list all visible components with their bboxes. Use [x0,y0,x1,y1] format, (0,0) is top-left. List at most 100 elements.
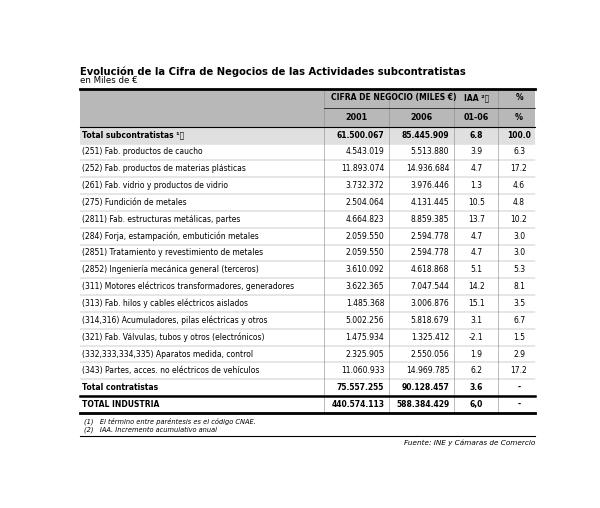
Bar [80,89,535,108]
Text: 11.893.074: 11.893.074 [341,164,384,173]
Text: 6.2: 6.2 [470,366,482,375]
Text: 2.594.778: 2.594.778 [410,232,449,241]
Text: Fuente: INE y Cámaras de Comercio: Fuente: INE y Cámaras de Comercio [404,439,535,446]
Text: %: % [515,113,523,122]
Text: 11.060.933: 11.060.933 [341,366,384,375]
Text: 3.6: 3.6 [470,383,483,392]
Text: 17.2: 17.2 [511,366,527,375]
Text: Total subcontratistas ¹⧸: Total subcontratistas ¹⧸ [82,131,184,140]
Text: 440.574.113: 440.574.113 [331,400,384,409]
Text: 5.818.679: 5.818.679 [411,316,449,325]
Text: 4.7: 4.7 [470,232,482,241]
Text: (2851) Tratamiento y revestimiento de metales: (2851) Tratamiento y revestimiento de me… [82,248,263,258]
Text: 4.543.019: 4.543.019 [346,147,384,156]
Text: 2.594.778: 2.594.778 [410,248,449,258]
Text: -: - [518,400,521,409]
Text: 2.550.056: 2.550.056 [410,350,449,359]
Text: (332,333,334,335) Aparatos medida, control: (332,333,334,335) Aparatos medida, contr… [82,350,253,359]
Text: 15.1: 15.1 [468,299,485,308]
Text: 61.500.067: 61.500.067 [337,131,384,140]
Text: 3.0: 3.0 [513,248,525,258]
Text: 8.859.385: 8.859.385 [411,215,449,224]
Bar [80,108,535,126]
Text: (275) Fundición de metales: (275) Fundición de metales [82,198,187,207]
Text: 13.7: 13.7 [468,215,485,224]
Text: (313) Fab. hilos y cables eléctricos aislados: (313) Fab. hilos y cables eléctricos ais… [82,299,248,308]
Text: 4.8: 4.8 [513,198,525,207]
Text: (321) Fab. Válvulas, tubos y otros (electrónicos): (321) Fab. Válvulas, tubos y otros (elec… [82,332,265,342]
Text: 7.047.544: 7.047.544 [410,282,449,291]
Text: 3.622.365: 3.622.365 [346,282,384,291]
Text: (314,316) Acumuladores, pilas eléctricas y otros: (314,316) Acumuladores, pilas eléctricas… [82,315,268,325]
Text: 5.3: 5.3 [513,265,525,274]
Text: 14.969.785: 14.969.785 [406,366,449,375]
Text: 2.9: 2.9 [513,350,525,359]
Text: (252) Fab. productos de materias plásticas: (252) Fab. productos de materias plástic… [82,164,246,173]
Text: TOTAL INDUSTRIA: TOTAL INDUSTRIA [82,400,160,409]
Text: 5.002.256: 5.002.256 [346,316,384,325]
Text: 6.3: 6.3 [513,147,525,156]
Text: 75.557.255: 75.557.255 [337,383,384,392]
Text: 10.2: 10.2 [511,215,527,224]
Text: 1.475.934: 1.475.934 [346,333,384,342]
Text: en Miles de €: en Miles de € [80,76,137,85]
Text: 3.5: 3.5 [513,299,525,308]
Text: 4.618.868: 4.618.868 [411,265,449,274]
Text: (261) Fab. vidrio y productos de vidrio: (261) Fab. vidrio y productos de vidrio [82,181,228,190]
Text: 2.059.550: 2.059.550 [346,248,384,258]
Text: 6,0: 6,0 [470,400,483,409]
Text: 1.5: 1.5 [513,333,525,342]
Text: 4.664.823: 4.664.823 [346,215,384,224]
Text: IAA ²⧸: IAA ²⧸ [464,93,489,102]
Text: 3.976.446: 3.976.446 [410,181,449,190]
Text: 100.0: 100.0 [507,131,531,140]
Text: %: % [515,93,523,102]
Text: 1.485.368: 1.485.368 [346,299,384,308]
Text: 1.9: 1.9 [470,350,482,359]
Text: 5.513.880: 5.513.880 [411,147,449,156]
Text: 8.1: 8.1 [513,282,525,291]
Text: (284) Forja, estampación, embutición metales: (284) Forja, estampación, embutición met… [82,232,259,241]
Text: (251) Fab. productos de caucho: (251) Fab. productos de caucho [82,147,203,156]
Text: 1.3: 1.3 [470,181,482,190]
Text: 4.6: 4.6 [513,181,525,190]
Text: (1)   El término entre paréntesis es el código CNAE.: (1) El término entre paréntesis es el có… [84,418,256,425]
Text: (311) Motores eléctricos transformadores, generadores: (311) Motores eléctricos transformadores… [82,282,294,292]
Text: CIFRA DE NEGOCIO (MILES €): CIFRA DE NEGOCIO (MILES €) [331,93,456,102]
Text: 6.8: 6.8 [470,131,483,140]
Text: 588.384.429: 588.384.429 [396,400,449,409]
Text: -: - [518,383,521,392]
Text: 2.059.550: 2.059.550 [346,232,384,241]
Text: (2852) Ingeniería mecánica general (terceros): (2852) Ingeniería mecánica general (terc… [82,265,259,274]
Text: 4.7: 4.7 [470,248,482,258]
Text: 5.1: 5.1 [470,265,482,274]
Text: 2006: 2006 [410,113,433,122]
Text: 3.0: 3.0 [513,232,525,241]
Text: 4.7: 4.7 [470,164,482,173]
Text: 17.2: 17.2 [511,164,527,173]
Text: (2811) Fab. estructuras metálicas, partes: (2811) Fab. estructuras metálicas, parte… [82,215,241,224]
Text: 3.1: 3.1 [470,316,482,325]
Text: 4.131.445: 4.131.445 [410,198,449,207]
Text: 6.7: 6.7 [513,316,525,325]
Text: 90.128.457: 90.128.457 [401,383,449,392]
Text: -2.1: -2.1 [469,333,484,342]
Text: 14.2: 14.2 [468,282,485,291]
Text: 3.732.372: 3.732.372 [346,181,384,190]
Text: 2001: 2001 [345,113,367,122]
Text: 85.445.909: 85.445.909 [402,131,449,140]
Text: 01-06: 01-06 [464,113,489,122]
Text: 3.610.092: 3.610.092 [346,265,384,274]
Text: 14.936.684: 14.936.684 [406,164,449,173]
Text: Total contratistas: Total contratistas [82,383,158,392]
Text: 2.325.905: 2.325.905 [346,350,384,359]
Text: 10.5: 10.5 [468,198,485,207]
Text: 3.006.876: 3.006.876 [410,299,449,308]
Text: 3.9: 3.9 [470,147,482,156]
Text: (343) Partes, acces. no eléctricos de vehículos: (343) Partes, acces. no eléctricos de ve… [82,366,259,375]
Text: (2)   IAA. Incremento acumulativo anual: (2) IAA. Incremento acumulativo anual [84,426,217,433]
Text: Evolución de la Cifra de Negocios de las Actividades subcontratistas: Evolución de la Cifra de Negocios de las… [80,67,466,77]
Bar [80,126,535,144]
Text: 2.504.064: 2.504.064 [346,198,384,207]
Text: 1.325.412: 1.325.412 [411,333,449,342]
